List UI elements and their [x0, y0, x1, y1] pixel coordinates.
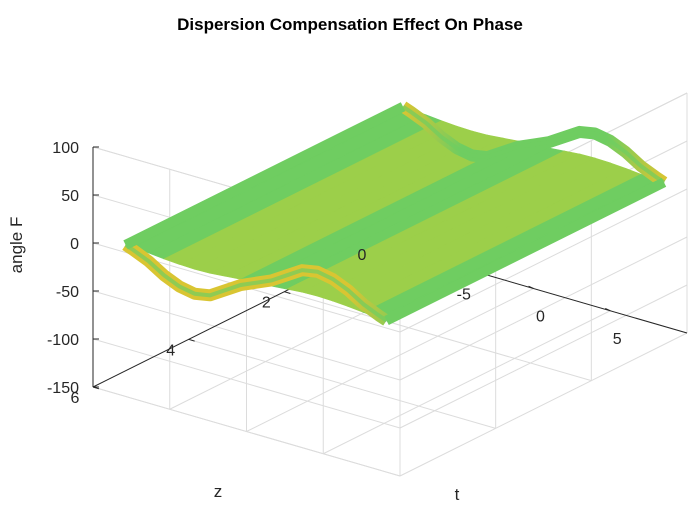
x-tick-mark: [605, 307, 611, 312]
y-tick-label: 0: [358, 247, 367, 264]
z-tick-label: 100: [52, 140, 79, 157]
grid-line: [399, 332, 688, 477]
x-tick-label: -5: [457, 286, 471, 303]
surface-side-edge: [123, 102, 406, 250]
surface-edge-highlight: [124, 243, 388, 323]
y-tick-label: 6: [71, 390, 80, 407]
y-tick-label: 4: [166, 342, 175, 359]
x-tick-mark: [528, 285, 534, 289]
z-tick-label: -150: [47, 380, 79, 397]
y-tick-mark: [188, 338, 195, 342]
x-tick-label: 5: [613, 331, 622, 348]
z-tick-label: -100: [47, 332, 79, 349]
surface-side-edge: [384, 177, 667, 326]
grid-line: [399, 188, 688, 333]
surface-plot: [122, 101, 668, 326]
y-tick-mark: [284, 291, 291, 294]
z-tick-label: 50: [61, 188, 79, 205]
x-tick-label: 0: [536, 309, 545, 326]
z-tick-label: 0: [70, 236, 79, 253]
grid-line: [399, 236, 688, 381]
grid-line: [399, 284, 688, 429]
grid-line: [323, 310, 611, 455]
grid-line: [284, 291, 592, 382]
y-tick-mark: [92, 386, 100, 390]
chart-title: Dispersion Compensation Effect On Phase: [177, 15, 523, 34]
x-axis-label: t: [455, 485, 460, 504]
surface-edge-highlight: [401, 105, 666, 184]
grid-line: [246, 288, 534, 432]
y-axis-label: z: [214, 482, 223, 501]
grid-line: [188, 338, 496, 429]
z-tick-label: -50: [56, 284, 79, 301]
z-axis-label: angle F: [7, 217, 26, 274]
grid-line: [92, 386, 401, 477]
y-tick-label: 2: [262, 295, 271, 312]
